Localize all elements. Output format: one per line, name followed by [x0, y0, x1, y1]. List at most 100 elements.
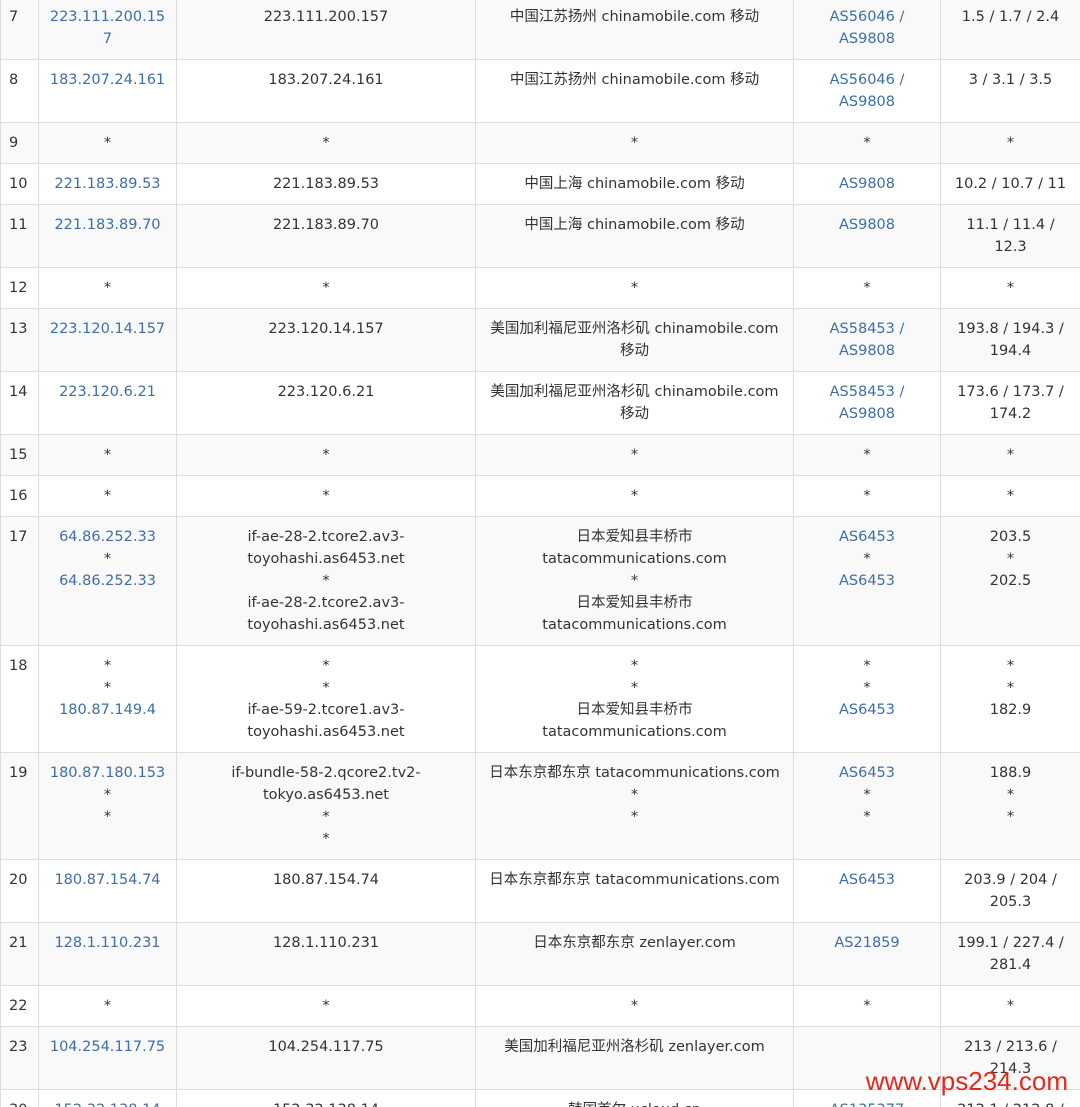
hop: 20: [9, 872, 28, 888]
asn[interactable]: AS6453: [838, 529, 896, 545]
latency: 11.1 / 11.4 / 12.3: [966, 217, 1055, 255]
latency-cell: 193.8 / 194.3 / 194.4: [940, 308, 1080, 372]
ip: *: [103, 809, 112, 825]
hostname-cell: *: [176, 267, 476, 309]
asn[interactable]: AS6453: [838, 702, 896, 718]
hostname-cell: *: [176, 475, 476, 517]
table-row: 15 * * * * *: [0, 434, 1080, 476]
hop-cell: 8: [0, 59, 39, 123]
latency: 10.2 / 10.7 / 11: [954, 176, 1067, 192]
hostname-cell: 128.1.110.231: [176, 922, 476, 986]
latency: 203.5: [989, 529, 1032, 545]
latency-cell: *: [940, 267, 1080, 309]
ip: *: [103, 658, 112, 674]
ip-cell: 183.207.24.161: [38, 59, 177, 123]
asn: *: [863, 787, 871, 803]
hop-cell: 7: [0, 0, 39, 60]
latency-cell: 203.9 / 204 / 205.3: [940, 859, 1080, 923]
hostname: *: [322, 809, 330, 825]
hostname: *: [322, 998, 330, 1014]
location: *: [630, 998, 639, 1014]
ip[interactable]: 180.87.149.4: [59, 702, 156, 718]
table-row: 9 * * * * *: [0, 122, 1080, 164]
hop-cell: 20: [0, 859, 39, 923]
table-row: 18 * * 180.87.149.4 * * if-ae-59-2.tcore1.av3-…: [0, 645, 1080, 753]
table-row: 16 * * * * *: [0, 475, 1080, 517]
hop-cell: 9: [0, 122, 39, 164]
ip[interactable]: 221.183.89.53: [54, 176, 161, 192]
ip[interactable]: 221.183.89.70: [54, 217, 161, 233]
latency-cell: *: [940, 434, 1080, 476]
hop-cell: 21: [0, 922, 39, 986]
hostname: 128.1.110.231: [272, 935, 380, 951]
asn: *: [863, 447, 871, 463]
ip[interactable]: 223.120.14.157: [49, 321, 166, 337]
asn[interactable]: AS56046 / AS9808: [829, 9, 905, 47]
ip[interactable]: 180.87.154.74: [54, 872, 161, 888]
asn: *: [863, 135, 871, 151]
asn[interactable]: AS58453 / AS9808: [829, 321, 905, 359]
asn[interactable]: AS6453: [838, 872, 896, 888]
ip[interactable]: 104.254.117.75: [49, 1039, 166, 1055]
ip[interactable]: 183.207.24.161: [49, 72, 166, 88]
asn[interactable]: AS9808: [838, 176, 896, 192]
table-row: 21 128.1.110.231 128.1.110.231 日本东京都东京 zenl…: [0, 922, 1080, 986]
ip-cell: 223.120.6.21: [38, 371, 177, 435]
hostname: 223.120.6.21: [277, 384, 375, 400]
ip[interactable]: 223.120.6.21: [59, 384, 156, 400]
latency: *: [1006, 135, 1015, 151]
hop: 23: [9, 1039, 28, 1055]
ip-cell: 180.87.180.153 * *: [38, 752, 177, 860]
asn: *: [863, 809, 871, 825]
table-row: 17 64.86.252.33 * 64.86.252.33 if-ae-28-2.tc…: [0, 516, 1080, 646]
hop: 17: [9, 529, 28, 545]
location: 日本爱知县丰桥市 tatacommunications.com: [542, 595, 727, 633]
hostname: *: [322, 573, 330, 589]
asn: *: [863, 488, 871, 504]
asn[interactable]: AS9808: [838, 217, 896, 233]
ip[interactable]: 180.87.180.153: [49, 765, 166, 781]
location: *: [630, 680, 639, 696]
location-cell: 美国加利福尼亚州洛杉矶 zenlayer.com: [475, 1026, 794, 1090]
hop: 18: [9, 658, 28, 674]
hostname: *: [322, 280, 330, 296]
latency-cell: 213 / 213.6 / 214.3: [940, 1026, 1080, 1090]
asn[interactable]: AS6453: [838, 765, 896, 781]
hostname-cell: 221.183.89.53: [176, 163, 476, 205]
location-cell: 中国上海 chinamobile.com 移动: [475, 163, 794, 205]
location: 中国江苏扬州 chinamobile.com 移动: [509, 9, 760, 25]
table-row: 22 * * * * *: [0, 985, 1080, 1027]
asn[interactable]: AS56046 / AS9808: [829, 72, 905, 110]
ip[interactable]: 128.1.110.231: [54, 935, 161, 951]
location-cell: 美国加利福尼亚州洛杉矶 chinamobile.com 移动: [475, 371, 794, 435]
asn[interactable]: AS58453 / AS9808: [829, 384, 905, 422]
hop-cell: 11: [0, 204, 39, 268]
hop-cell: 15: [0, 434, 39, 476]
asn-cell: *: [793, 434, 941, 476]
asn-cell: [793, 1026, 941, 1090]
asn[interactable]: AS21859: [834, 935, 900, 951]
location: 中国江苏扬州 chinamobile.com 移动: [509, 72, 760, 88]
ip[interactable]: 64.86.252.33: [59, 573, 156, 589]
hop-cell: 14: [0, 371, 39, 435]
hop-cell: 17: [0, 516, 39, 646]
location: 美国加利福尼亚州洛杉矶 chinamobile.com 移动: [490, 321, 779, 359]
ip[interactable]: 223.111.200.157: [49, 9, 166, 47]
hostname: 223.120.14.157: [268, 321, 384, 337]
ip[interactable]: 64.86.252.33: [59, 529, 156, 545]
ip-cell: 128.1.110.231: [38, 922, 177, 986]
latency: 3 / 3.1 / 3.5: [968, 72, 1053, 88]
ip: *: [103, 447, 112, 463]
location-cell: *: [475, 267, 794, 309]
ip-cell: *: [38, 267, 177, 309]
asn[interactable]: AS6453: [838, 573, 896, 589]
hop-cell: 16: [0, 475, 39, 517]
hostname-cell: 221.183.89.70: [176, 204, 476, 268]
asn-cell: * * AS6453: [793, 645, 941, 753]
hop-cell: 23: [0, 1026, 39, 1090]
ip[interactable]: 152.32.138.14: [49, 1099, 166, 1107]
asn-cell: AS9808: [793, 204, 941, 268]
asn[interactable]: AS135377: [804, 1099, 930, 1107]
asn-cell: AS6453 * AS6453: [793, 516, 941, 646]
